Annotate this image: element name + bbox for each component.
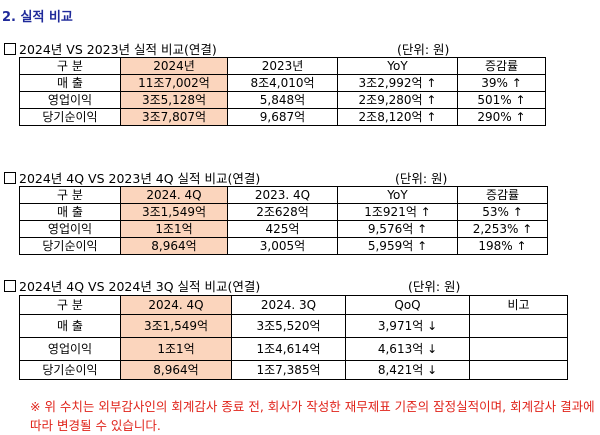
- row-label: 당기순이익: [19, 108, 121, 126]
- table-row: 당기순이익 8,964억 1조7,385억 8,421억 ↓: [19, 360, 568, 380]
- table-3-title: 2024년 4Q VS 2024년 3Q 실적 비교(연결): [4, 276, 260, 295]
- header-cell: 2023년: [227, 57, 338, 75]
- header-cell: 구 분: [19, 186, 121, 204]
- table-3-title-text: 2024년 4Q VS 2024년 3Q 실적 비교(연결): [19, 279, 261, 294]
- row-label: 매 출: [19, 74, 121, 92]
- table-row: 매 출 3조1,549억 3조5,520억 3,971억 ↓: [19, 314, 568, 338]
- row-label: 매 출: [19, 314, 121, 338]
- table-1-title-text: 2024년 VS 2023년 실적 비교(연결): [19, 42, 217, 57]
- section-heading: 2. 실적 비교: [2, 10, 73, 25]
- previous-value: 2조628억: [227, 203, 338, 221]
- remark: [469, 360, 568, 380]
- previous-value: 5,848억: [227, 91, 338, 109]
- change-value: 8,421억 ↓: [345, 360, 470, 380]
- change-rate: 2,253% ↑: [457, 220, 548, 238]
- previous-value: 425억: [227, 220, 338, 238]
- change-rate: 290% ↑: [457, 108, 546, 126]
- current-value: 3조7,807억: [120, 108, 228, 126]
- previous-value: 1조7,385억: [231, 360, 346, 380]
- table-row: 영업이익 1조1억 1조4,614억 4,613억 ↓: [19, 337, 568, 361]
- table-1-title: 2024년 VS 2023년 실적 비교(연결): [4, 39, 217, 58]
- remark: [469, 314, 568, 338]
- table-row: 영업이익 3조5,128억 5,848억 2조9,280억 ↑ 501% ↑: [19, 91, 546, 109]
- table-2-title: 2024년 4Q VS 2023년 4Q 실적 비교(연결): [4, 168, 260, 187]
- table-2-title-text: 2024년 4Q VS 2023년 4Q 실적 비교(연결): [19, 171, 261, 186]
- table-row: 영업이익 1조1억 425억 9,576억 ↑ 2,253% ↑: [19, 220, 548, 238]
- header-cell: 구 분: [19, 57, 121, 75]
- table-header-row: 구 분 2024. 4Q 2024. 3Q QoQ 비고: [19, 295, 568, 315]
- previous-value: 9,687억: [227, 108, 338, 126]
- header-cell: 2024년: [120, 57, 228, 75]
- current-value: 3조1,549억: [120, 203, 228, 221]
- table-row: 매 출 3조1,549억 2조628억 1조921억 ↑ 53% ↑: [19, 203, 548, 221]
- table-3-unit: (단위: 원): [408, 279, 461, 294]
- header-cell: 비고: [469, 295, 568, 315]
- table-2: 구 분 2024. 4Q 2023. 4Q YoY 증감률 매 출 3조1,54…: [19, 186, 548, 255]
- table-row: 매 출 11조7,002억 8조4,010억 3조2,992억 ↑ 39% ↑: [19, 74, 546, 92]
- change-rate: 39% ↑: [457, 74, 546, 92]
- change-value: 2조8,120억 ↑: [337, 108, 458, 126]
- previous-value: 3조5,520억: [231, 314, 346, 338]
- previous-value: 3,005억: [227, 237, 338, 255]
- change-value: 3,971억 ↓: [345, 314, 470, 338]
- header-cell: 2024. 4Q: [120, 186, 228, 204]
- table-1-unit: (단위: 원): [397, 42, 450, 57]
- table-header-row: 구 분 2024년 2023년 YoY 증감률: [19, 57, 546, 75]
- header-cell: 2024. 4Q: [120, 295, 232, 315]
- change-rate: 501% ↑: [457, 91, 546, 109]
- header-cell: YoY: [337, 186, 458, 204]
- change-value: 2조9,280억 ↑: [337, 91, 458, 109]
- change-value: 9,576억 ↑: [337, 220, 458, 238]
- change-value: 3조2,992억 ↑: [337, 74, 458, 92]
- table-row: 당기순이익 3조7,807억 9,687억 2조8,120억 ↑ 290% ↑: [19, 108, 546, 126]
- disclaimer-note: ※ 위 수치는 외부감사인의 회계감사 종료 전, 회사가 작성한 재무제표 기…: [30, 399, 595, 433]
- remark: [469, 337, 568, 361]
- header-cell: 구 분: [19, 295, 121, 315]
- change-value: 1조921억 ↑: [337, 203, 458, 221]
- row-label: 매 출: [19, 203, 121, 221]
- previous-value: 8조4,010억: [227, 74, 338, 92]
- table-header-row: 구 분 2024. 4Q 2023. 4Q YoY 증감률: [19, 186, 548, 204]
- header-cell: 증감률: [457, 186, 548, 204]
- current-value: 1조1억: [120, 220, 228, 238]
- change-value: 5,959억 ↑: [337, 237, 458, 255]
- checkbox-square-icon: [4, 280, 16, 292]
- row-label: 영업이익: [19, 220, 121, 238]
- change-value: 4,613억 ↓: [345, 337, 470, 361]
- header-cell: 증감률: [457, 57, 546, 75]
- checkbox-square-icon: [4, 172, 16, 184]
- header-cell: 2024. 3Q: [231, 295, 346, 315]
- current-value: 3조1,549억: [120, 314, 232, 338]
- current-value: 11조7,002억: [120, 74, 228, 92]
- current-value: 8,964억: [120, 237, 228, 255]
- header-cell: YoY: [337, 57, 458, 75]
- header-cell: 2023. 4Q: [227, 186, 338, 204]
- table-2-unit: (단위: 원): [395, 171, 448, 186]
- current-value: 3조5,128억: [120, 91, 228, 109]
- previous-value: 1조4,614억: [231, 337, 346, 361]
- change-rate: 53% ↑: [457, 203, 548, 221]
- current-value: 1조1억: [120, 337, 232, 361]
- checkbox-square-icon: [4, 43, 16, 55]
- row-label: 당기순이익: [19, 237, 121, 255]
- row-label: 영업이익: [19, 337, 121, 361]
- table-1: 구 분 2024년 2023년 YoY 증감률 매 출 11조7,002억 8조…: [19, 57, 546, 126]
- row-label: 영업이익: [19, 91, 121, 109]
- table-3: 구 분 2024. 4Q 2024. 3Q QoQ 비고 매 출 3조1,549…: [19, 295, 568, 380]
- row-label: 당기순이익: [19, 360, 121, 380]
- change-rate: 198% ↑: [457, 237, 548, 255]
- table-row: 당기순이익 8,964억 3,005억 5,959억 ↑ 198% ↑: [19, 237, 548, 255]
- header-cell: QoQ: [345, 295, 470, 315]
- current-value: 8,964억: [120, 360, 232, 380]
